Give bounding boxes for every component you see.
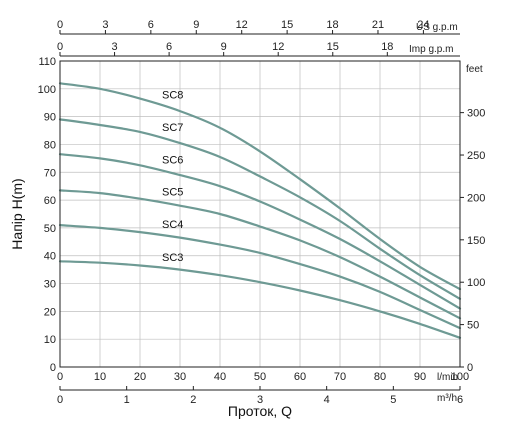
x-us-gpm-tick-label-9: 9: [193, 19, 199, 31]
y-tick-label-0: 0: [50, 362, 56, 374]
series-line-sc3: [58, 260, 462, 339]
x-imp-gpm-tick-label-6: 6: [166, 41, 172, 53]
y-tick-label-60: 60: [44, 195, 56, 207]
series-label-sc4: SC4: [162, 219, 183, 231]
x-tick-label-90: 90: [414, 371, 426, 383]
y2-tick-label-100: 100: [467, 277, 485, 289]
x-imp-gpm-tick-label-15: 15: [327, 41, 339, 53]
series-line-sc7: [58, 118, 462, 300]
x-us-gpm-tick-label-18: 18: [326, 19, 338, 31]
y-tick-label-80: 80: [44, 139, 56, 151]
y-tick-label-50: 50: [44, 223, 56, 235]
x-tick-label-20: 20: [134, 371, 146, 383]
y-tick-label-90: 90: [44, 112, 56, 124]
x-m3h-tick-label-0: 0: [57, 394, 63, 406]
series-label-sc6: SC6: [162, 155, 183, 167]
series-line-sc5: [58, 189, 462, 320]
x-axis-title: Проток, Q: [228, 403, 292, 419]
x-tick-label-50: 50: [254, 371, 266, 383]
x-m3h-tick-label-6: 6: [457, 394, 463, 406]
y2-tick-label-300: 300: [467, 108, 485, 120]
x-us-gpm-tick-label-0: 0: [57, 19, 63, 31]
y2-tick-label-0: 0: [467, 362, 473, 374]
series-label-sc5: SC5: [162, 187, 183, 199]
x-m3h-tick-label-1: 1: [124, 394, 130, 406]
x-tick-label-40: 40: [214, 371, 226, 383]
x-tick-label-0: 0: [57, 371, 63, 383]
y-tick-label-30: 30: [44, 279, 56, 291]
x-tick-label-60: 60: [294, 371, 306, 383]
y-tick-label-70: 70: [44, 167, 56, 179]
x-unit-lmin: l/min: [437, 372, 458, 383]
x-imp-gpm-tick-label-9: 9: [221, 41, 227, 53]
x-us-gpm-tick-label-24: 24: [417, 19, 429, 31]
x-us-gpm-tick-label-6: 6: [148, 19, 154, 31]
x-us-gpm-tick-label-15: 15: [281, 19, 293, 31]
x-unit-us-gpm: US g.p.m: [416, 22, 458, 33]
y-tick-label-40: 40: [44, 251, 56, 263]
y2-tick-label-50: 50: [467, 320, 479, 332]
x-unit-imp-gpm: Imp g.p.m: [409, 44, 453, 55]
series-label-sc3: SC3: [162, 252, 183, 264]
x-m3h-tick-label-2: 2: [190, 394, 196, 406]
x-tick-label-100: 100: [451, 371, 469, 383]
x-tick-label-10: 10: [94, 371, 106, 383]
series-line-sc8: [58, 82, 462, 291]
y2-tick-label-150: 150: [467, 235, 485, 247]
y-tick-label-110: 110: [38, 56, 56, 68]
y-tick-label-100: 100: [38, 84, 56, 96]
plot-frame: [59, 60, 461, 368]
y-tick-label-20: 20: [44, 306, 56, 318]
x-us-gpm-tick-label-21: 21: [372, 19, 384, 31]
y-axis-title: Напір H(m): [9, 178, 25, 249]
y2-tick-label-200: 200: [467, 192, 485, 204]
x-imp-gpm-tick-label-3: 3: [111, 41, 117, 53]
series-line-sc6: [58, 153, 462, 310]
y-tick-label-10: 10: [44, 334, 56, 346]
series-label-sc7: SC7: [162, 122, 183, 134]
x-tick-label-30: 30: [174, 371, 186, 383]
x-imp-gpm-tick-label-18: 18: [381, 41, 393, 53]
x-tick-label-70: 70: [334, 371, 346, 383]
series-label-sc8: SC8: [162, 89, 183, 101]
x-imp-gpm-tick-label-0: 0: [57, 41, 63, 53]
grid: [59, 60, 461, 368]
x-imp-gpm-tick-label-12: 12: [272, 41, 284, 53]
x-tick-label-80: 80: [374, 371, 386, 383]
x-m3h-tick-label-3: 3: [257, 394, 263, 406]
series-line-sc4: [58, 224, 462, 330]
x-m3h-tick-label-5: 5: [390, 394, 396, 406]
x-us-gpm-tick-label-12: 12: [236, 19, 248, 31]
x-us-gpm-tick-label-3: 3: [102, 19, 108, 31]
y2-unit-feet: feet: [466, 64, 483, 75]
curves: SC8 SC7 SC6 SC5 SC4 SC3: [58, 82, 462, 339]
x-unit-m3h: m³/h: [437, 393, 457, 404]
y2-tick-label-250: 250: [467, 150, 485, 162]
x-m3h-tick-label-4: 4: [324, 394, 330, 406]
